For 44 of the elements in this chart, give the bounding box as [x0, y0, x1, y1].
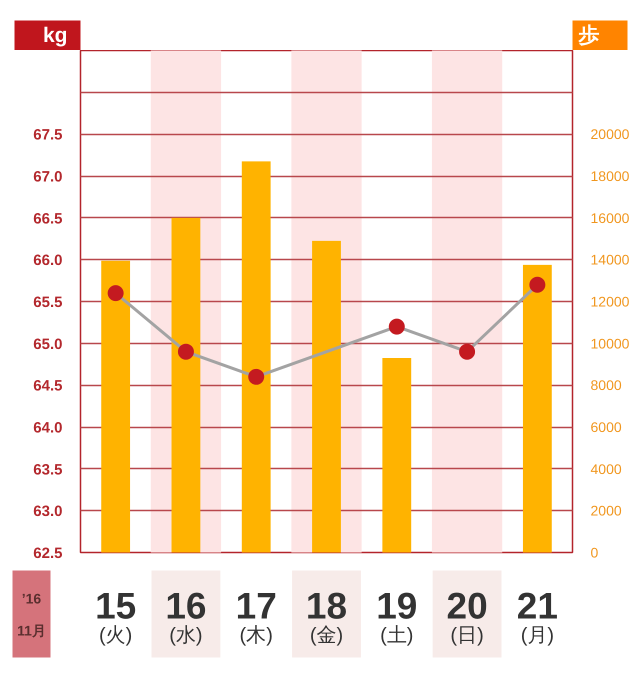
- category-label: 19 (土): [376, 586, 418, 646]
- bar: [242, 161, 271, 552]
- y2-tick-label: 18000: [590, 168, 630, 184]
- y-tick-label: 63.0: [33, 503, 63, 520]
- category-label: 21 (月): [516, 586, 558, 646]
- y2-tick-label: 0: [590, 544, 598, 560]
- y2-tick-label: 20000: [590, 126, 630, 142]
- y-axis-title: kg: [42, 24, 68, 47]
- y-tick-label: 64.0: [33, 420, 63, 436]
- bar: [172, 218, 200, 552]
- y2-tick-label: 16000: [590, 210, 630, 226]
- y-tick-label: 65.5: [33, 294, 63, 311]
- y-tick-label: 66.5: [33, 210, 63, 228]
- point: [459, 344, 476, 360]
- category-label: 17 (木): [236, 586, 277, 646]
- y-tick-label: 63.5: [33, 461, 63, 478]
- category-label: 18 (金): [306, 586, 348, 646]
- point: [388, 318, 405, 335]
- y2-tick-label: 12000: [590, 294, 630, 310]
- bar: [101, 260, 130, 552]
- y-tick-label: 66.0: [33, 252, 63, 270]
- bar: [522, 264, 552, 552]
- point: [178, 344, 194, 360]
- y-tick-label: 67.5: [33, 126, 63, 144]
- category-label: 15 (火): [95, 586, 136, 646]
- y2-tick-label: 14000: [590, 252, 630, 268]
- y-tick-label: 62.5: [33, 545, 63, 562]
- y2-tick-label: 10000: [590, 335, 630, 352]
- y2-tick-label: 8000: [590, 377, 622, 394]
- y-tick-label: 64.5: [33, 378, 63, 395]
- category-label: 16 (水): [165, 586, 207, 646]
- bar: [312, 240, 341, 552]
- y2-tick-label: 2000: [590, 502, 622, 519]
- bar: [382, 358, 412, 552]
- y2-axis-title: 歩: [578, 24, 600, 47]
- y-tick-label: 65.0: [33, 336, 63, 353]
- y2-tick-label: 4000: [590, 460, 622, 477]
- text: ’16 11月: [17, 590, 46, 638]
- point: [529, 276, 546, 293]
- y2-tick-label: 6000: [590, 419, 622, 435]
- point: [108, 285, 124, 302]
- category-label: 20 (日): [446, 586, 488, 646]
- point: [248, 368, 264, 385]
- y-tick-label: 67.0: [33, 168, 63, 186]
